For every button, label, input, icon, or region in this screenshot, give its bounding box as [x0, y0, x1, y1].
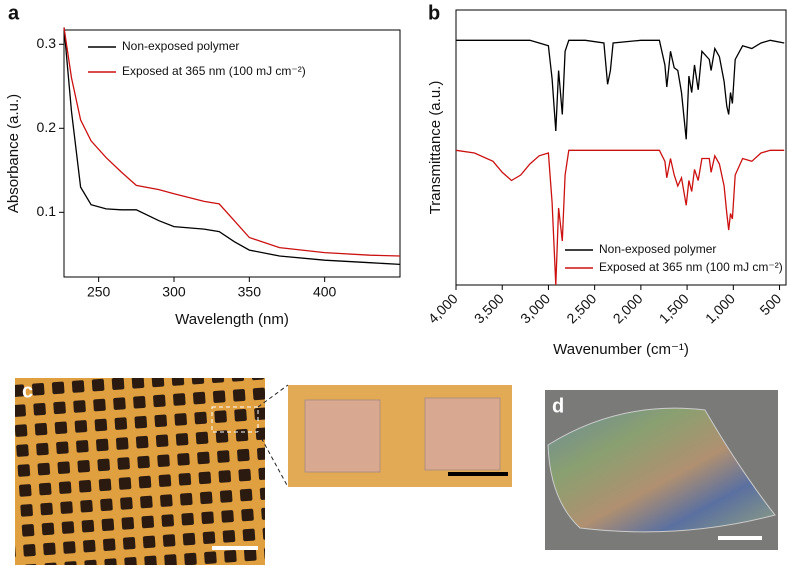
panel-label: a — [8, 2, 20, 24]
panel-d: d — [545, 390, 778, 550]
photo — [15, 378, 265, 565]
x-axis-label: Wavenumber (cm⁻¹) — [553, 341, 689, 358]
x-tick-label: 400 — [313, 284, 337, 300]
series-line — [455, 149, 785, 286]
legend-label: Non-exposed polymer — [122, 39, 239, 53]
x-tick-label: 1,500 — [656, 290, 692, 326]
x-tick-label: 2,500 — [563, 290, 599, 326]
pad — [424, 397, 501, 471]
y-tick-label: 0.2 — [37, 119, 57, 135]
legend-label: Exposed at 365 nm (100 mJ cm⁻²) — [122, 64, 306, 78]
y-tick-label: 0.3 — [37, 35, 57, 51]
x-axis-label: Wavelength (nm) — [175, 311, 289, 328]
x-tick-label: 3,000 — [517, 290, 553, 326]
panel-c: c — [15, 378, 512, 565]
panel-label: c — [22, 380, 33, 402]
x-tick-label: 350 — [238, 284, 262, 300]
series-line — [63, 27, 401, 257]
pad — [304, 399, 381, 473]
x-tick-label: 1,000 — [702, 290, 738, 326]
y-tick-label: 0.1 — [37, 203, 57, 219]
legend-label: Exposed at 365 nm (100 mJ cm⁻²) — [599, 260, 783, 274]
x-tick-label: 4,000 — [425, 290, 461, 326]
x-tick-label: 500 — [756, 290, 784, 318]
film — [547, 407, 776, 533]
zoom-line — [257, 384, 289, 408]
zoom-box — [211, 406, 259, 433]
y-axis-label: Transmittance (a.u.) — [427, 81, 444, 215]
y-axis-label: Absorbance (a.u.) — [5, 94, 22, 213]
plot-frame — [63, 29, 401, 278]
x-tick-label: 300 — [162, 284, 186, 300]
panel-label: b — [428, 2, 440, 24]
x-tick-label: 250 — [87, 284, 111, 300]
x-tick-label: 3,500 — [471, 290, 507, 326]
series-line — [456, 39, 785, 140]
plot-frame — [455, 9, 787, 286]
series-line — [63, 27, 401, 266]
legend-label: Non-exposed polymer — [599, 242, 716, 256]
x-tick-label: 2,000 — [610, 290, 646, 326]
zoom-line — [257, 431, 289, 488]
panel-label: d — [552, 395, 564, 417]
